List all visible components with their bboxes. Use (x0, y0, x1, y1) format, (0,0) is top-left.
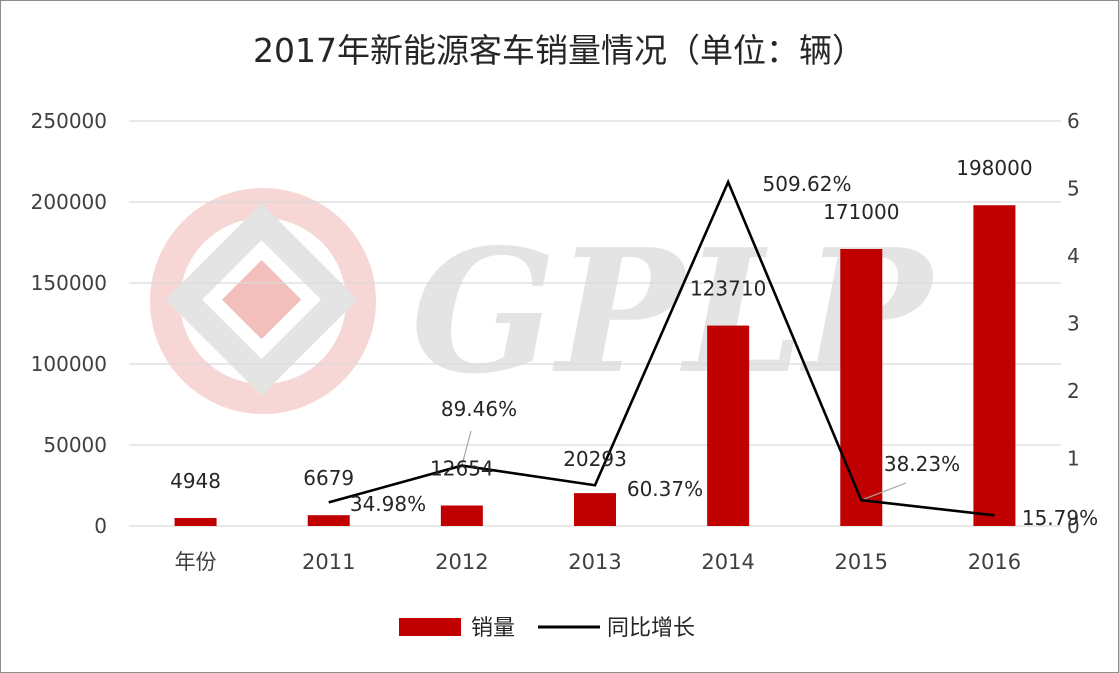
y-left-tick-label: 150000 (31, 271, 107, 295)
y-right-tick-label: 3 (1067, 312, 1080, 336)
y-right-tick-label: 1 (1067, 447, 1080, 471)
data-labels: 4948 6679 12654 20293 123710 171000 198000 34.9… (170, 156, 1098, 530)
y-right-tick-label: 4 (1067, 244, 1080, 268)
x-tick-label: 2013 (568, 550, 621, 574)
gplp-logo-icon (165, 203, 358, 396)
line-data-label: 509.62% (763, 172, 852, 196)
bar (440, 505, 483, 526)
y-axis-left: 0 50000 100000 150000 200000 250000 (31, 109, 107, 538)
y-left-tick-label: 50000 (43, 433, 107, 457)
bar-series (174, 205, 1016, 527)
line-data-label: 15.79% (1022, 506, 1098, 530)
bar (174, 517, 217, 526)
growth-line (328, 178, 995, 517)
bar (574, 493, 616, 526)
bar-data-label: 6679 (303, 466, 354, 490)
bar (707, 325, 750, 526)
x-tick-label: 2011 (302, 550, 355, 574)
legend: 销量 同比增长 (399, 616, 695, 641)
leader-line (461, 430, 472, 466)
line-series (328, 178, 995, 517)
y-right-tick-label: 0 (1067, 514, 1080, 538)
y-right-tick-label: 2 (1067, 379, 1080, 403)
line-data-label: 34.98% (350, 492, 426, 516)
bar (973, 205, 1016, 527)
line-data-label: 89.46% (441, 397, 517, 421)
gplp-logo-ring (150, 188, 376, 414)
y-axis-right: 0 1 2 3 4 5 6 (1067, 109, 1080, 538)
line-data-label: 60.37% (627, 477, 703, 501)
bar (840, 248, 883, 527)
legend-bar-label: 销量 (471, 616, 515, 641)
bar-data-label: 123710 (690, 277, 766, 301)
chart-title: 2017年新能源客车销量情况（单位：辆） (253, 31, 865, 70)
bar-data-label: 198000 (956, 156, 1032, 180)
watermark: GPLP (150, 188, 936, 414)
y-left-tick-label: 250000 (31, 109, 107, 133)
y-right-tick-label: 6 (1067, 109, 1080, 133)
line-data-label: 38.23% (884, 452, 960, 476)
x-axis: 年份 2011 2012 2013 2014 2015 2016 (175, 550, 1022, 574)
x-tick-label: 2014 (701, 550, 754, 574)
x-tick-label: 年份 (175, 550, 217, 574)
leader-line (861, 482, 907, 501)
bar-data-label: 20293 (563, 447, 627, 471)
legend-line-label: 同比增长 (607, 616, 695, 641)
legend-bar-swatch (399, 618, 461, 636)
x-tick-label: 2015 (835, 550, 888, 574)
bar-data-label: 12654 (430, 457, 494, 481)
x-tick-label: 2016 (968, 550, 1021, 574)
y-left-tick-label: 100000 (31, 352, 107, 376)
label-leader-lines (461, 430, 907, 501)
y-right-tick-label: 5 (1067, 177, 1080, 201)
x-tick-label: 2012 (435, 550, 488, 574)
y-left-tick-label: 0 (94, 514, 107, 538)
bar (307, 515, 350, 526)
y-left-tick-label: 200000 (31, 190, 107, 214)
bar-data-label: 4948 (170, 469, 221, 493)
bar-data-label: 171000 (823, 200, 899, 224)
